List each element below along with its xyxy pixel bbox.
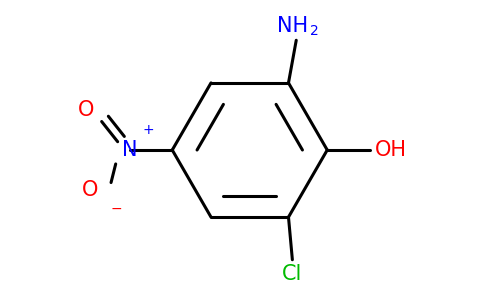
Text: 2: 2: [310, 24, 319, 38]
Text: N: N: [122, 140, 137, 160]
Text: OH: OH: [375, 140, 407, 160]
Text: O: O: [82, 180, 99, 200]
Text: +: +: [143, 123, 154, 137]
Text: Cl: Cl: [282, 264, 302, 284]
Text: NH: NH: [277, 16, 308, 36]
Text: O: O: [77, 100, 94, 120]
Text: −: −: [110, 202, 122, 216]
